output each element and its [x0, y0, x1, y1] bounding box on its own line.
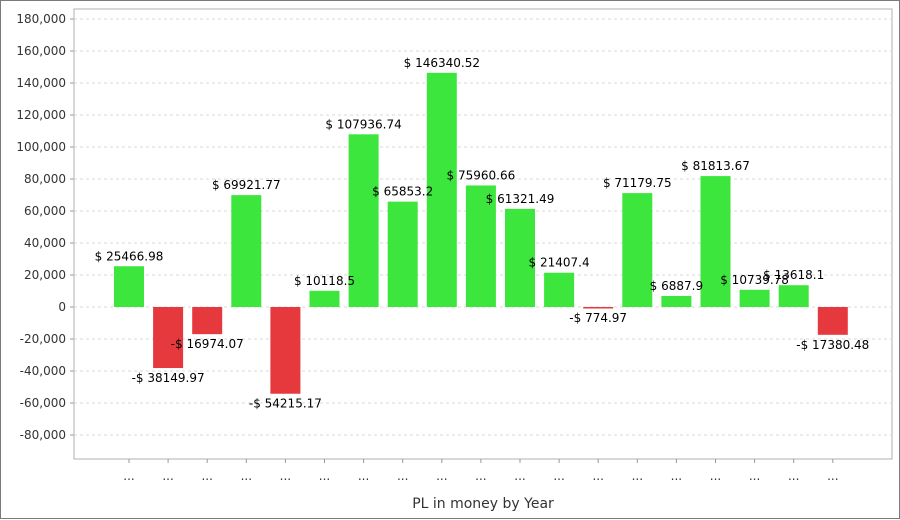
x-tick-label: ... — [710, 469, 721, 483]
bar[interactable] — [153, 307, 184, 369]
y-tick-label: 80,000 — [24, 172, 66, 186]
y-tick-label: -60,000 — [20, 396, 66, 410]
x-tick-label: ... — [436, 469, 447, 483]
data-label: $ 107936.74 — [325, 117, 401, 131]
data-label: $ 13618.1 — [763, 268, 824, 282]
bar[interactable] — [348, 134, 379, 307]
y-tick-label: 160,000 — [16, 44, 66, 58]
bar[interactable] — [270, 307, 301, 394]
x-axis: ........................................… — [123, 459, 839, 483]
data-label: $ 6887.9 — [650, 279, 703, 293]
data-label: $ 10739.78 — [720, 273, 789, 287]
x-tick-label: ... — [162, 469, 173, 483]
bar[interactable] — [465, 185, 496, 307]
x-tick-label: ... — [241, 469, 252, 483]
x-tick-label: ... — [592, 469, 603, 483]
data-label: -$ 16974.07 — [171, 337, 244, 351]
y-tick-label: 60,000 — [24, 204, 66, 218]
data-label: -$ 774.97 — [569, 311, 627, 325]
bar[interactable] — [739, 289, 770, 307]
data-label: $ 10118.5 — [294, 274, 355, 288]
data-label: $ 75960.66 — [447, 168, 516, 182]
bar[interactable] — [192, 307, 223, 335]
data-label: $ 21407.4 — [529, 256, 590, 270]
x-tick-label: ... — [632, 469, 643, 483]
bar[interactable] — [661, 295, 692, 307]
y-tick-label: -80,000 — [20, 428, 66, 442]
x-tick-label: ... — [553, 469, 564, 483]
x-tick-label: ... — [749, 469, 760, 483]
y-tick-label: 40,000 — [24, 236, 66, 250]
bar[interactable] — [622, 193, 653, 307]
bar[interactable] — [426, 72, 457, 308]
bar[interactable] — [309, 290, 340, 307]
data-label: $ 146340.52 — [404, 56, 480, 70]
bar[interactable] — [505, 208, 535, 307]
data-label: $ 25466.98 — [95, 249, 164, 263]
data-label: $ 69921.77 — [212, 178, 281, 192]
bar[interactable] — [778, 285, 809, 307]
y-tick-label: -40,000 — [20, 364, 66, 378]
y-axis: 180,000 160,000 140,000 120,000 100,000 80,00… — [16, 12, 74, 442]
y-tick-label: 140,000 — [16, 76, 66, 90]
bar[interactable] — [583, 307, 614, 309]
data-label: $ 65853.2 — [372, 185, 433, 199]
bar[interactable] — [114, 266, 144, 307]
y-tick-label: -20,000 — [20, 332, 66, 346]
bar[interactable] — [700, 176, 731, 307]
data-label: $ 71179.75 — [603, 176, 672, 190]
x-tick-label: ... — [358, 469, 369, 483]
x-tick-label: ... — [123, 469, 134, 483]
data-label: -$ 38149.97 — [132, 371, 205, 385]
x-axis-title: PL in money by Year — [412, 496, 554, 512]
x-tick-label: ... — [201, 469, 212, 483]
bar[interactable] — [817, 307, 848, 335]
bar[interactable] — [231, 195, 262, 307]
y-tick-label: 0 — [58, 300, 66, 314]
x-tick-label: ... — [475, 469, 486, 483]
data-label: -$ 54215.17 — [249, 397, 322, 411]
data-label: $ 61321.49 — [486, 192, 555, 206]
x-tick-label: ... — [788, 469, 799, 483]
data-labels: $ 25466.98 -$ 38149.97 -$ 16974.07 $ 69921.… — [95, 56, 870, 411]
y-tick-label: 100,000 — [16, 140, 66, 154]
data-label: -$ 17380.48 — [796, 338, 869, 352]
x-tick-label: ... — [280, 469, 291, 483]
data-label: $ 81813.67 — [681, 159, 750, 173]
x-tick-label: ... — [671, 469, 682, 483]
bars — [114, 72, 848, 394]
x-tick-label: ... — [397, 469, 408, 483]
x-tick-label: ... — [514, 469, 525, 483]
bar[interactable] — [387, 201, 418, 307]
bar[interactable] — [544, 272, 575, 307]
y-tick-label: 180,000 — [16, 12, 66, 26]
y-tick-label: 20,000 — [24, 268, 66, 282]
x-tick-label: ... — [319, 469, 330, 483]
y-tick-label: 120,000 — [16, 108, 66, 122]
x-tick-label: ... — [827, 469, 838, 483]
